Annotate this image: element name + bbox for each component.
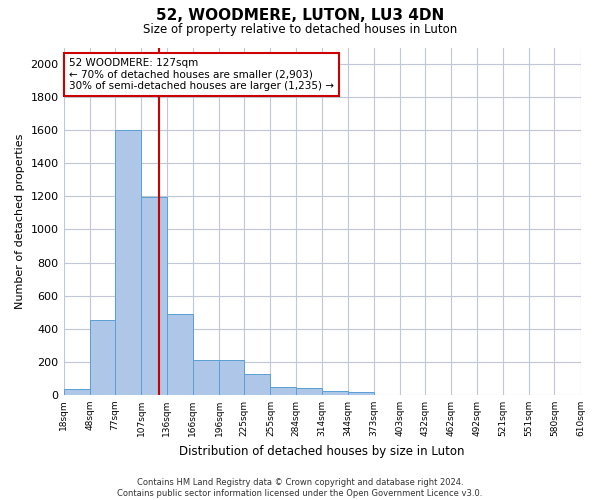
Text: 52, WOODMERE, LUTON, LU3 4DN: 52, WOODMERE, LUTON, LU3 4DN bbox=[156, 8, 444, 22]
Bar bbox=[219, 360, 244, 395]
Bar bbox=[64, 389, 90, 395]
Text: Size of property relative to detached houses in Luton: Size of property relative to detached ho… bbox=[143, 22, 457, 36]
Text: Contains HM Land Registry data © Crown copyright and database right 2024.
Contai: Contains HM Land Registry data © Crown c… bbox=[118, 478, 482, 498]
Bar bbox=[296, 388, 322, 395]
Text: 52 WOODMERE: 127sqm
← 70% of detached houses are smaller (2,903)
30% of semi-det: 52 WOODMERE: 127sqm ← 70% of detached ho… bbox=[69, 58, 334, 91]
X-axis label: Distribution of detached houses by size in Luton: Distribution of detached houses by size … bbox=[179, 444, 465, 458]
Bar bbox=[90, 320, 115, 395]
Y-axis label: Number of detached properties: Number of detached properties bbox=[15, 134, 25, 309]
Bar bbox=[271, 386, 296, 395]
Bar bbox=[322, 391, 348, 395]
Bar bbox=[167, 314, 193, 395]
Bar bbox=[244, 374, 271, 395]
Bar bbox=[348, 392, 374, 395]
Bar bbox=[141, 197, 167, 395]
Bar bbox=[193, 360, 219, 395]
Bar bbox=[115, 130, 141, 395]
